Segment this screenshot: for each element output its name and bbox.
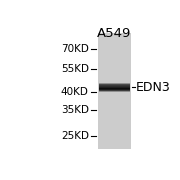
Text: A549: A549 xyxy=(97,27,132,40)
Text: 35KD: 35KD xyxy=(61,105,89,115)
Text: 40KD: 40KD xyxy=(61,87,89,97)
Text: 70KD: 70KD xyxy=(61,44,89,54)
Text: 55KD: 55KD xyxy=(61,64,89,74)
Bar xyxy=(98,33,131,149)
Text: 25KD: 25KD xyxy=(61,131,89,141)
Text: EDN3: EDN3 xyxy=(136,81,170,94)
